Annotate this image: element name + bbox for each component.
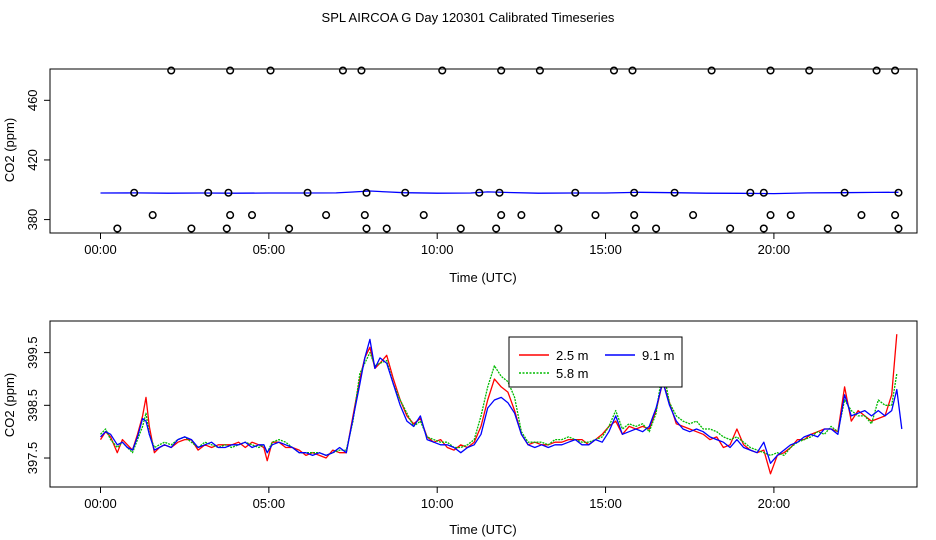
legend-label-9-1m: 9.1 m <box>642 348 675 363</box>
marker-point <box>148 211 157 220</box>
marker-point <box>224 188 233 197</box>
marker-point <box>382 224 391 233</box>
marker-point <box>266 66 275 75</box>
legend-box <box>508 336 683 388</box>
marker-point <box>226 211 235 220</box>
plot-frame <box>49 68 918 234</box>
x-tick-label: 15:00 <box>589 242 622 257</box>
marker-point <box>652 224 661 233</box>
marker-point <box>113 224 122 233</box>
y-tick-label: 380 <box>25 209 40 231</box>
series-line-5-8-m <box>100 351 898 457</box>
marker-point <box>823 224 832 233</box>
marker-point <box>759 188 768 197</box>
marker-point <box>872 66 881 75</box>
legend: 2.5 m 9.1 m 5.8 m <box>508 336 683 388</box>
marker-point <box>204 188 213 197</box>
y-tick-label: 460 <box>25 89 40 111</box>
marker-point <box>628 66 637 75</box>
y-tick-label: 397.5 <box>25 442 40 475</box>
chart-title: SPL AIRCOA G Day 120301 Calibrated Times… <box>322 10 615 25</box>
marker-point <box>894 224 903 233</box>
marker-point <box>362 188 371 197</box>
y-tick-label: 399.5 <box>25 336 40 369</box>
marker-point <box>167 66 176 75</box>
marker-point <box>535 66 544 75</box>
x-tick-label: 00:00 <box>84 242 117 257</box>
x-tick-label: 20:00 <box>758 496 791 511</box>
marker-point <box>759 224 768 233</box>
marker-point <box>322 211 331 220</box>
marker-point <box>475 188 484 197</box>
plot-frame <box>49 320 918 488</box>
marker-point <box>840 188 849 197</box>
series-line-co2 <box>100 190 899 195</box>
bottom-y-axis-label: CO2 (ppm) <box>2 373 17 437</box>
marker-point <box>187 224 196 233</box>
marker-point <box>670 188 679 197</box>
marker-point <box>495 188 504 197</box>
marker-point <box>497 66 506 75</box>
marker-point <box>419 211 428 220</box>
y-tick-label: 420 <box>25 149 40 171</box>
marker-point <box>766 66 775 75</box>
marker-point <box>247 211 257 220</box>
y-tick-label: 398.5 <box>25 389 40 422</box>
marker-point <box>456 224 465 233</box>
marker-point <box>497 211 506 220</box>
marker-point <box>226 66 235 75</box>
marker-point <box>285 224 294 233</box>
x-tick-label: 15:00 <box>589 496 622 511</box>
marker-point <box>357 66 366 75</box>
x-tick-label: 10:00 <box>421 496 454 511</box>
marker-point <box>360 211 369 220</box>
top-x-axis-label: Time (UTC) <box>449 270 516 285</box>
marker-point <box>571 188 580 197</box>
x-tick-label: 00:00 <box>84 496 117 511</box>
marker-point <box>438 66 447 75</box>
marker-point <box>492 224 501 233</box>
marker-point <box>630 188 639 197</box>
marker-point <box>362 224 371 233</box>
bottom-x-axis-label: Time (UTC) <box>449 522 516 537</box>
top-panel: 00:00 05:00 10:00 15:00 20:00 380 420 460 <box>25 66 918 257</box>
marker-point <box>591 211 600 220</box>
marker-point <box>766 211 775 220</box>
legend-label-2-5m: 2.5 m <box>556 348 589 363</box>
marker-point <box>746 188 755 197</box>
marker-point <box>222 224 231 233</box>
marker-point <box>517 211 526 220</box>
x-tick-label: 20:00 <box>758 242 791 257</box>
bottom-panel: 00:00 05:00 10:00 15:00 20:00 397.5 398.5 399.5 <box>25 320 918 511</box>
x-tick-label: 10:00 <box>421 242 454 257</box>
marker-point <box>609 66 619 75</box>
series-line-9-1-m <box>100 338 903 464</box>
marker-point <box>891 66 900 75</box>
marker-point <box>130 188 139 197</box>
marker-point <box>338 66 347 75</box>
marker-point <box>726 224 735 233</box>
marker-point <box>689 211 698 220</box>
marker-point <box>786 211 795 220</box>
marker-point <box>631 224 640 233</box>
marker-point <box>805 66 814 75</box>
marker-point <box>554 224 563 233</box>
marker-point <box>401 188 410 197</box>
x-tick-label: 05:00 <box>253 496 286 511</box>
marker-point <box>630 211 639 220</box>
marker-point <box>303 188 312 197</box>
legend-label-5-8m: 5.8 m <box>556 366 589 381</box>
marker-point <box>857 211 866 220</box>
x-tick-label: 05:00 <box>253 242 286 257</box>
marker-point <box>894 188 903 197</box>
marker-point <box>707 66 716 75</box>
marker-point <box>891 211 900 220</box>
top-y-axis-label: CO2 (ppm) <box>2 118 17 182</box>
